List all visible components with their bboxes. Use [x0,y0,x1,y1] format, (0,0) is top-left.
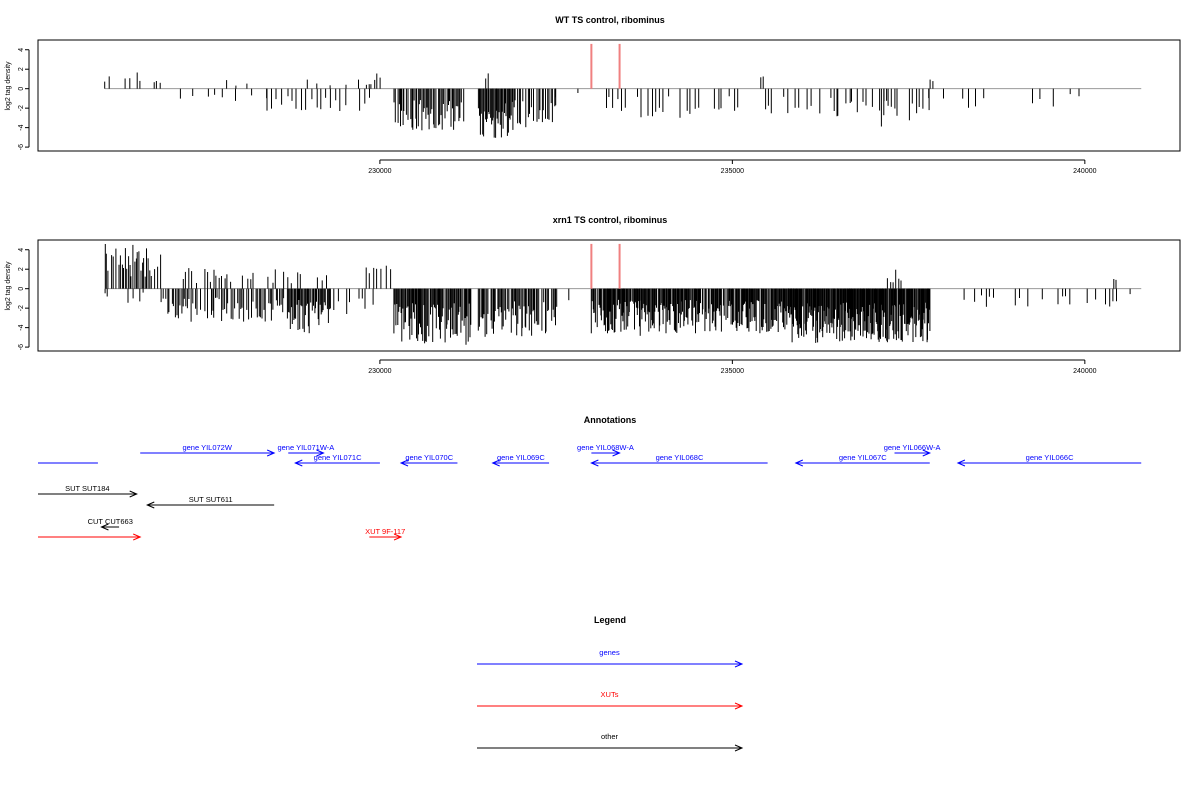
legend-label: other [601,732,619,741]
y-tick-label: -4 [18,124,25,130]
legend-items: genes XUTs other [477,648,744,752]
feature-label: gene YIL066W-A [884,443,941,452]
annotation-feature: gene YIL071W-A [277,443,334,457]
legend-label: genes [599,648,620,657]
arrowhead [129,490,138,498]
y-tick-label: 2 [18,67,25,71]
feature-label: gene YIL067C [839,453,887,462]
arrowhead [922,449,932,457]
y-tick-label: -6 [18,144,25,150]
arrowhead [393,533,403,541]
y-tick-label: -2 [18,105,25,111]
y-axis-label: log2 tag density [5,261,12,311]
arrowhead [590,459,599,467]
feature-label: gene YIL066C [1026,453,1074,462]
annotation-feature: gene YIL068C [590,453,768,467]
annotation-feature: gene YIL069C [491,453,550,467]
arrowhead [956,459,966,467]
x-tick-label: 230000 [368,168,391,175]
annotation-feature: gene YIL072W [140,443,276,457]
panel-title-xrn1: xrn1 TS control, ribominus [553,215,668,225]
y-tick-label: 0 [18,87,25,91]
x-tick-label: 235000 [721,168,744,175]
annotation-feature: XUT 9F-117 [365,527,405,541]
axes: -6 -4 -2 0 2 4 230000 235000 240000 [18,48,1097,175]
arrowhead [491,459,500,467]
legend-title: Legend [594,615,626,625]
arrowhead [316,449,325,457]
y-tick-label: -6 [18,344,25,350]
annotation-feature: SUT SUT184 [38,484,138,498]
arrowhead [734,702,744,710]
xrn1-coverage-panel: xrn1 TS control, ribominus log2 tag dens… [5,215,1181,375]
y-tick-label: 4 [18,48,25,52]
annotation-feature: gene YIL070C [399,453,458,467]
plot-frame [37,239,1181,352]
legend-label: XUTs [601,690,619,699]
annotation-feature: gene YIL071C [294,453,380,467]
feature-label: gene YIL072W [182,443,232,452]
coverage-bars [104,243,1142,345]
y-axis-label: log2 tag density [5,61,12,111]
arrowhead [145,501,155,509]
plot-frame [37,39,1181,152]
arrowhead [133,533,142,541]
legend-item: genes [477,648,744,668]
y-tick-label: 2 [18,267,25,271]
arrowhead [399,459,409,467]
feature-label: CUT CUT663 [88,517,133,526]
arrowhead [294,459,303,467]
feature-label: SUT SUT184 [65,484,109,493]
annotation-feature: gene YIL067C [794,453,930,467]
annotation-feature: CUT CUT663 [88,517,133,531]
feature-label: gene YIL070C [405,453,453,462]
axes: -6 -4 -2 0 2 4 230000 235000 240000 [18,248,1097,375]
arrowhead [612,449,621,457]
x-tick-label: 230000 [368,368,391,375]
y-tick-label: -2 [18,305,25,311]
panel-title-wt: WT TS control, ribominus [555,15,665,25]
wt-coverage-panel: WT TS control, ribominus log2 tag densit… [5,15,1181,175]
legend-item: XUTs [477,690,744,710]
annotation-feature: SUT SUT611 [145,495,275,509]
legend-item: other [477,732,744,752]
x-tick-label: 235000 [721,368,744,375]
x-tick-label: 240000 [1073,168,1096,175]
feature-label: gene YIL068C [656,453,704,462]
coverage-bars [104,43,1142,138]
annotations-panel: Annotations gene YIL072W gene YIL071W-Age… [38,415,1142,541]
annotation-feature [38,533,142,541]
y-tick-label: -4 [18,324,25,330]
annotation-feature: gene YIL066W-A [884,443,941,457]
arrowhead [266,449,276,457]
arrowhead [734,660,744,668]
arrowhead [794,459,804,467]
y-tick-label: 0 [18,287,25,291]
annotation-feature: gene YIL068W-A [577,443,634,457]
x-tick-label: 240000 [1073,368,1096,375]
feature-label: XUT 9F-117 [365,527,405,536]
feature-label: gene YIL069C [497,453,545,462]
arrowhead [734,744,744,752]
arrowhead [100,523,109,531]
feature-label: gene YIL071C [314,453,362,462]
feature-label: SUT SUT611 [189,495,233,504]
feature-label: gene YIL071W-A [277,443,334,452]
annotation-feature: gene YIL066C [956,453,1142,467]
legend-panel: Legend genes XUTs other [477,615,744,752]
y-tick-label: 4 [18,248,25,252]
feature-label: gene YIL068W-A [577,443,634,452]
annotations-title: Annotations [584,415,637,425]
